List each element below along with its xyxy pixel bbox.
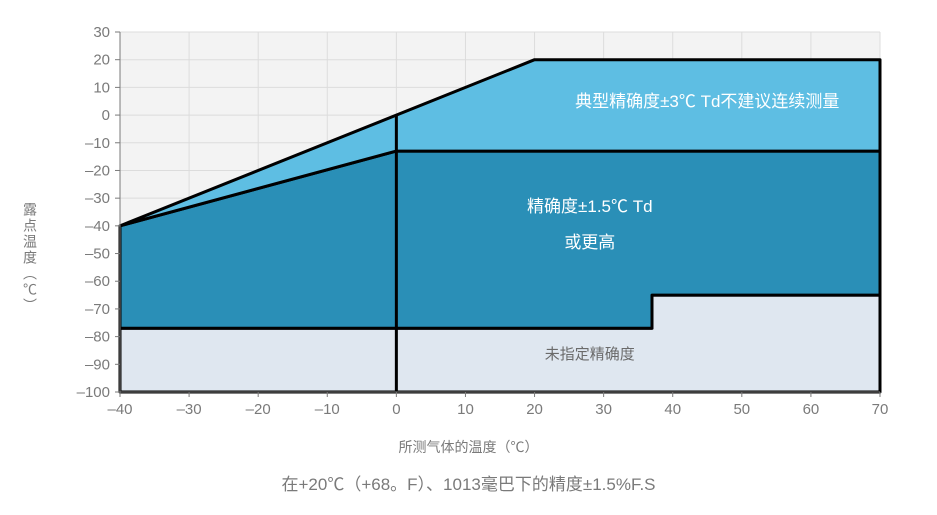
x-tick-label: 20 <box>526 401 543 418</box>
y-tick-label: –70 <box>85 301 110 318</box>
accuracy-chart: 露点温度（℃） –40–30–20–1001020304050607030201… <box>20 20 917 495</box>
y-tick-label: –50 <box>85 246 110 263</box>
y-tick-label: –40 <box>85 218 110 235</box>
x-tick-label: 0 <box>392 401 400 418</box>
y-tick-label: –30 <box>85 190 110 207</box>
x-tick-label: –40 <box>107 401 132 418</box>
y-tick-label: –80 <box>85 329 110 346</box>
y-tick-label: –100 <box>77 384 110 401</box>
y-axis-label: 露点温度（℃） <box>20 202 40 314</box>
x-axis-label: 所测气体的温度（℃） <box>399 437 539 457</box>
y-tick-label: –90 <box>85 356 110 373</box>
region-mid-label-1: 精确度±1.5℃ Td <box>527 197 653 216</box>
y-tick-label: 0 <box>102 107 110 124</box>
chart-canvas: –40–30–20–100102030405060703020100–10–20… <box>20 20 917 430</box>
x-tick-label: –30 <box>177 401 202 418</box>
y-tick-label: 10 <box>93 79 110 96</box>
x-tick-label: 70 <box>872 401 889 418</box>
x-tick-label: 30 <box>595 401 612 418</box>
x-tick-label: –10 <box>315 401 340 418</box>
region-top-label: 典型精确度±3℃ Td不建议连续测量 <box>575 92 839 111</box>
y-tick-label: –60 <box>85 273 110 290</box>
x-tick-label: –20 <box>246 401 271 418</box>
region-mid-label-2: 或更高 <box>564 233 615 252</box>
x-tick-label: 10 <box>457 401 474 418</box>
chart-caption: 在+20℃（+68。F）、1013毫巴下的精度±1.5%F.S <box>281 470 655 495</box>
region-bottom-label: 未指定精确度 <box>545 346 635 363</box>
x-tick-label: 60 <box>803 401 820 418</box>
y-tick-label: –10 <box>85 135 110 152</box>
x-tick-label: 50 <box>733 401 750 418</box>
x-tick-label: 40 <box>664 401 681 418</box>
y-tick-label: –20 <box>85 162 110 179</box>
y-tick-label: 30 <box>93 24 110 41</box>
y-tick-label: 20 <box>93 52 110 69</box>
